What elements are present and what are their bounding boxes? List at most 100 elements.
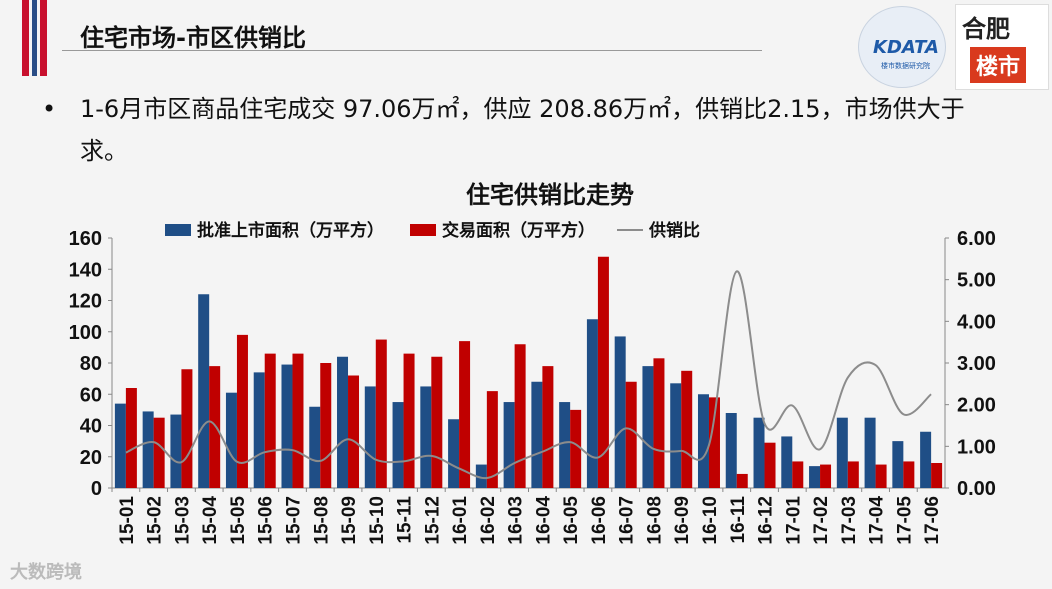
x-tick-label: 15-03: [172, 496, 193, 545]
y-right-tick-label: 5.00: [957, 270, 996, 292]
bar-supply-17-01: [781, 436, 793, 488]
legend-swatch-1: [410, 224, 436, 236]
bar-sales-17-06: [931, 463, 943, 488]
accent-bar-blue: [32, 0, 37, 76]
kdata-logo-subtext: 楼市数据研究院: [881, 62, 930, 70]
bar-supply-16-07: [614, 336, 626, 488]
x-tick-label: 17-02: [811, 496, 832, 545]
y-left-tick-label: 20: [80, 447, 102, 469]
bar-supply-15-01: [114, 403, 126, 488]
bar-supply-15-06: [253, 372, 265, 488]
x-tick-label: 15-07: [283, 496, 304, 545]
y-right-tick-label: 4.00: [957, 311, 996, 333]
x-tick-label: 16-11: [728, 496, 749, 544]
x-tick-label: 15-01: [117, 496, 138, 545]
bar-supply-17-03: [836, 417, 848, 488]
x-tick-label: 16-09: [672, 496, 693, 545]
x-tick-label: 15-02: [145, 496, 166, 545]
bar-supply-16-04: [531, 381, 543, 488]
x-tick-label: 15-05: [228, 496, 249, 545]
bar-sales-16-04: [542, 366, 554, 488]
bar-sales-15-10: [375, 339, 387, 488]
bar-supply-16-03: [503, 402, 515, 488]
bar-supply-15-04: [198, 294, 210, 488]
y-left-tick-label: 80: [80, 353, 102, 375]
bar-sales-16-08: [653, 358, 665, 488]
hefei-loushi-logo: 合肥 楼市: [955, 4, 1049, 90]
kdata-logo-text: KDATA: [873, 37, 939, 58]
bullet-dot: •: [42, 95, 57, 123]
x-tick-label: 16-01: [450, 496, 471, 545]
bar-sales-16-11: [736, 473, 748, 488]
y-left-tick-label: 100: [69, 322, 102, 344]
bar-supply-15-12: [420, 386, 432, 488]
bar-sales-15-09: [348, 375, 360, 488]
x-tick-label: 16-12: [756, 496, 777, 545]
bar-supply-15-02: [142, 411, 154, 488]
hefei-logo-top: 合肥: [962, 14, 1010, 43]
y-right-tick-label: 1.00: [957, 436, 996, 458]
y-right-tick-label: 0.00: [957, 478, 996, 500]
x-tick-label: 15-10: [367, 496, 388, 545]
x-tick-label: 16-07: [617, 496, 638, 545]
y-left-tick-label: 0: [91, 478, 102, 500]
bar-supply-15-05: [225, 392, 237, 488]
bar-supply-17-05: [892, 441, 904, 488]
bar-supply-16-06: [586, 319, 598, 488]
slide-title: 住宅市场-市区供销比: [80, 24, 306, 52]
y-left-tick-label: 40: [80, 416, 102, 438]
bar-supply-16-12: [753, 417, 765, 488]
bar-sales-17-01: [792, 461, 804, 488]
bar-supply-16-02: [475, 464, 487, 488]
bar-sales-15-08: [320, 363, 332, 488]
bar-sales-16-12: [764, 442, 776, 488]
x-tick-label: 16-04: [533, 496, 554, 545]
x-tick-label: 16-08: [644, 496, 665, 545]
y-right-tick-label: 6.00: [957, 228, 996, 250]
x-tick-label: 15-06: [256, 496, 277, 545]
legend-label-0: 批准上市面积（万平方）: [197, 220, 384, 241]
kdata-logo: KDATA 楼市数据研究院: [858, 6, 946, 88]
bar-supply-15-07: [281, 364, 293, 488]
x-tick-label: 16-05: [561, 496, 582, 545]
legend-label-2: 供销比: [648, 220, 700, 241]
bar-sales-16-01: [459, 341, 471, 488]
watermark: 大数跨境: [10, 562, 82, 583]
accent-bar-red-2: [40, 0, 47, 76]
bar-sales-15-05: [236, 334, 248, 488]
bar-supply-15-09: [337, 356, 349, 488]
bar-sales-15-07: [292, 353, 304, 488]
x-tick-label: 15-04: [200, 496, 221, 545]
legend-label-1: 交易面积（万平方）: [442, 220, 595, 241]
bar-supply-16-01: [448, 419, 460, 488]
bar-supply-16-08: [642, 366, 654, 488]
bar-sales-16-09: [681, 370, 693, 488]
bar-sales-17-03: [847, 461, 859, 488]
bar-supply-16-09: [670, 383, 682, 488]
x-tick-label: 16-02: [478, 496, 499, 545]
title-divider: [62, 50, 762, 51]
x-tick-label: 16-06: [589, 496, 610, 545]
bar-supply-15-03: [170, 414, 182, 488]
bar-sales-15-11: [403, 353, 415, 488]
x-tick-label: 17-06: [922, 496, 943, 545]
y-left-tick-label: 140: [69, 259, 102, 281]
bar-sales-16-02: [486, 391, 498, 488]
bar-sales-17-05: [903, 461, 915, 488]
summary-text: 1-6月市区商品住宅成交 97.06万㎡，供应 208.86万㎡，供销比2.15…: [80, 95, 965, 165]
y-left-tick-label: 120: [69, 291, 102, 313]
bar-sales-15-06: [264, 353, 276, 488]
bar-sales-16-07: [625, 381, 637, 488]
bar-supply-15-10: [364, 386, 376, 488]
x-tick-label: 17-03: [839, 496, 860, 545]
bar-supply-16-05: [559, 402, 571, 488]
x-tick-label: 15-09: [339, 496, 360, 545]
bar-sales-15-02: [153, 417, 165, 488]
bar-supply-15-08: [309, 406, 321, 488]
bar-supply-15-11: [392, 402, 404, 488]
bar-supply-17-02: [809, 466, 821, 488]
x-tick-label: 15-12: [422, 496, 443, 545]
bar-supply-17-06: [920, 431, 932, 488]
x-tick-label: 17-05: [894, 496, 915, 545]
bar-sales-16-03: [514, 344, 526, 488]
